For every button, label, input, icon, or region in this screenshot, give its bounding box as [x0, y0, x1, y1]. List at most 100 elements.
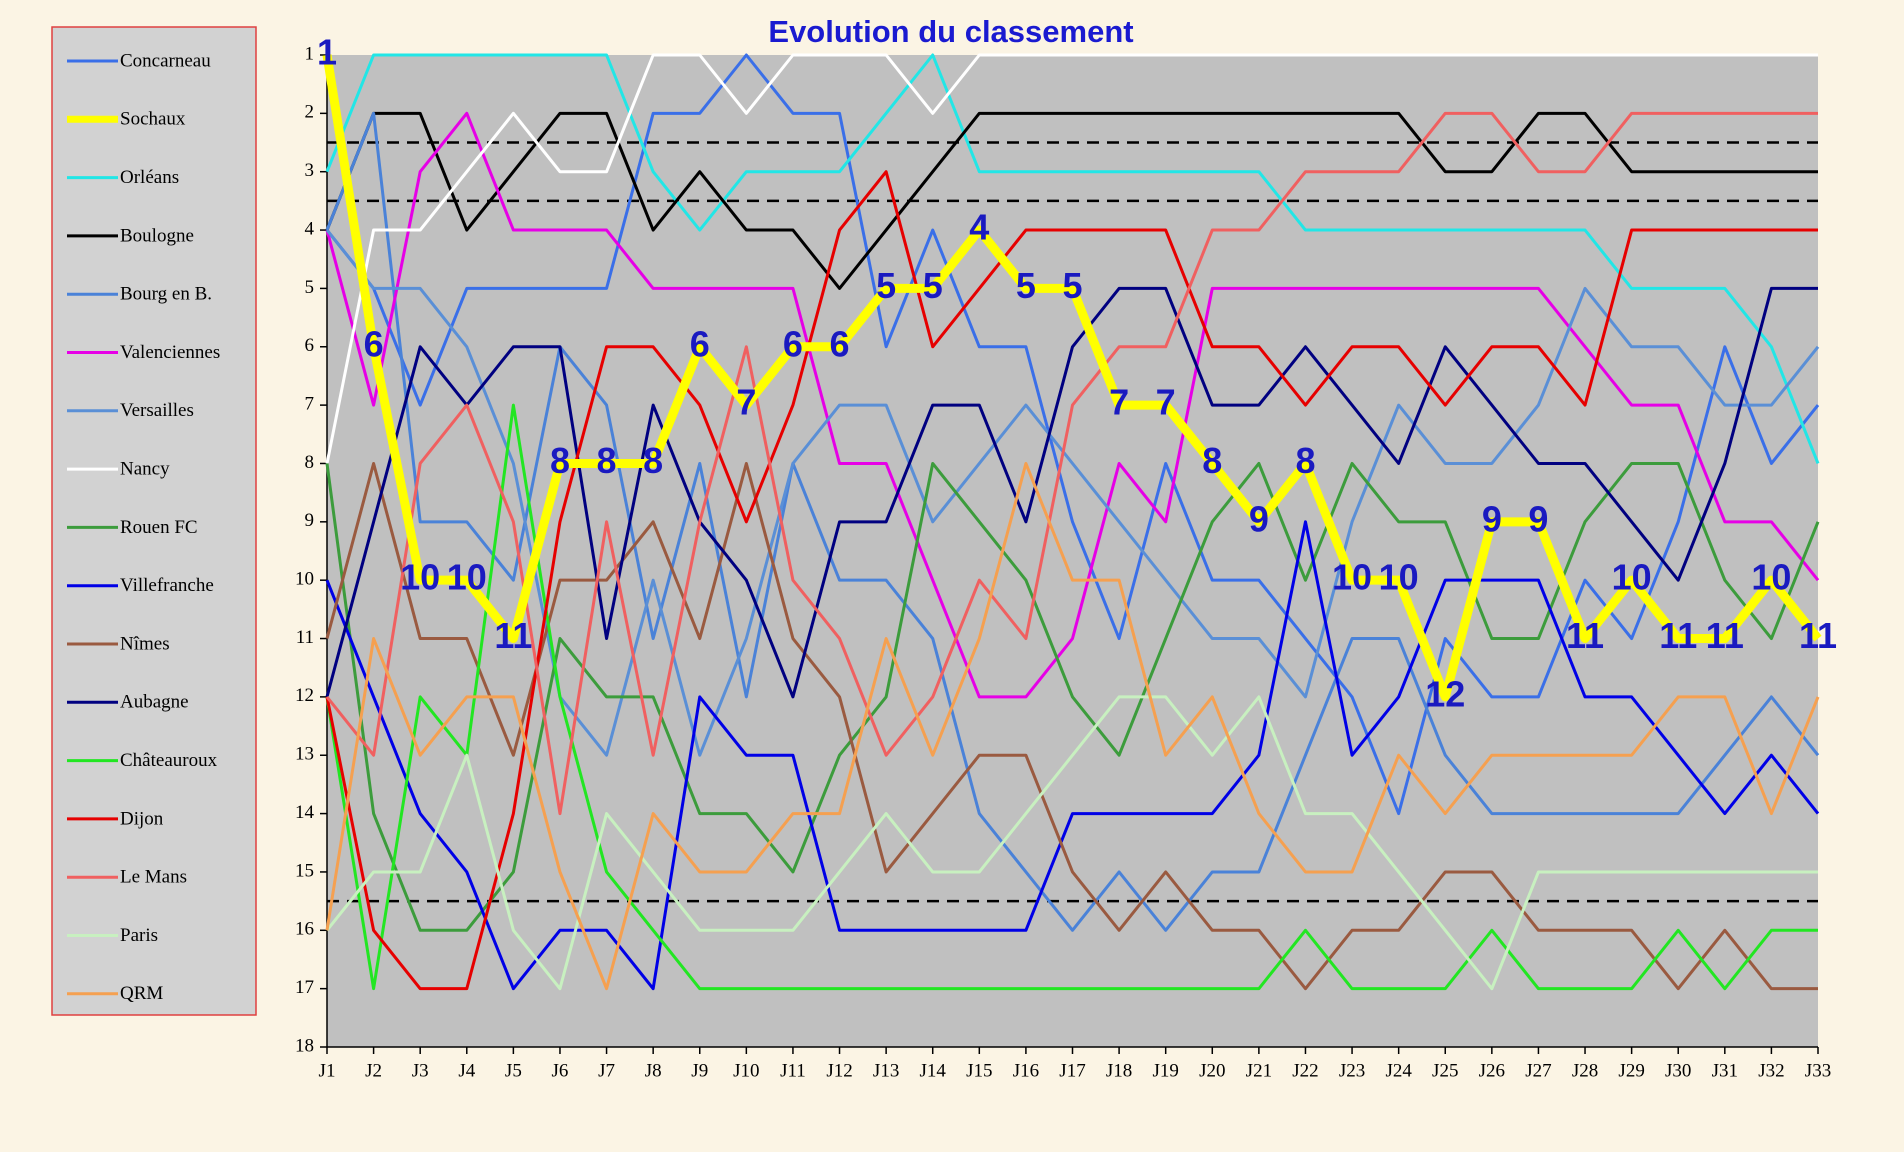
x-tick-label: J19 [1152, 1060, 1178, 1081]
y-tick-label: 4 [305, 218, 315, 239]
data-label: 11 [1706, 615, 1744, 656]
x-tick-label: J16 [1013, 1060, 1039, 1081]
data-label: 6 [364, 323, 384, 364]
series-line [325, 403, 1818, 991]
x-tick-label: J31 [1712, 1060, 1738, 1081]
data-label: 6 [783, 323, 803, 364]
x-tick-label: J3 [412, 1060, 429, 1081]
x-tick-label: J2 [365, 1060, 382, 1081]
data-label: 9 [1528, 498, 1548, 539]
data-label: 7 [1156, 382, 1176, 423]
data-label: 9 [1482, 498, 1502, 539]
data-label: 8 [597, 440, 617, 481]
data-label: 10 [1379, 557, 1419, 598]
x-tick-label: J28 [1572, 1060, 1598, 1081]
y-tick-label: 14 [295, 802, 315, 823]
y-tick-label: 8 [305, 452, 315, 473]
x-tick-label: J11 [780, 1060, 806, 1081]
x-tick-label: J5 [505, 1060, 522, 1081]
data-label: 1 [317, 32, 337, 73]
x-tick-label: J8 [645, 1060, 662, 1081]
x-tick-label: J33 [1805, 1060, 1831, 1081]
data-label: 7 [736, 382, 756, 423]
legend-label: Paris [120, 925, 158, 946]
data-label: 10 [1332, 557, 1372, 598]
legend-label: Aubagne [120, 692, 189, 713]
series-line [325, 286, 1818, 699]
y-tick-label: 10 [295, 569, 314, 590]
y-tick-label: 12 [295, 685, 314, 706]
series-line [322, 54, 1822, 702]
data-label: 11 [1799, 615, 1837, 656]
x-tick-label: J6 [552, 1060, 569, 1081]
series-line [325, 111, 1818, 290]
x-tick-label: J9 [691, 1060, 708, 1081]
data-label: 8 [1295, 440, 1315, 481]
data-label: 4 [969, 207, 989, 248]
data-label: 11 [1659, 615, 1697, 656]
data-label: 8 [1202, 440, 1222, 481]
data-label: 12 [1425, 673, 1465, 714]
x-tick-label: J14 [920, 1060, 947, 1081]
x-tick-label: J30 [1665, 1060, 1691, 1081]
x-tick-label: J4 [458, 1060, 475, 1081]
x-tick-label: J29 [1618, 1060, 1644, 1081]
x-tick-label: J24 [1385, 1060, 1412, 1081]
series-line [325, 461, 1820, 991]
series-line [325, 53, 1820, 465]
y-tick-label: 18 [295, 1035, 314, 1056]
data-label: 10 [447, 557, 487, 598]
data-label: 10 [1612, 557, 1652, 598]
data-label: 11 [494, 615, 532, 656]
y-tick-label: 6 [305, 335, 315, 356]
series-line [325, 53, 1820, 816]
data-label: 6 [830, 323, 850, 364]
data-label: 7 [1109, 382, 1129, 423]
x-tick-label: J25 [1432, 1060, 1458, 1081]
x-tick-label: J18 [1106, 1060, 1132, 1081]
legend-label: Sochaux [120, 109, 186, 130]
legend-label: Villefranche [120, 575, 214, 596]
y-tick-label: 13 [295, 744, 314, 765]
series-line [325, 111, 1820, 932]
legend-box [51, 26, 257, 1016]
legend-label: Châteauroux [120, 750, 218, 771]
y-tick-label: 1 [305, 43, 315, 64]
legend-label: Concarneau [120, 50, 211, 71]
plot-area [327, 55, 1818, 1047]
x-tick-label: J10 [733, 1060, 759, 1081]
x-tick-label: J32 [1758, 1060, 1784, 1081]
legend-label: Nîmes [120, 633, 170, 654]
legend-label: Dijon [120, 808, 164, 829]
y-tick-label: 3 [305, 160, 315, 181]
legend-label: Rouen FC [120, 517, 198, 538]
x-tick-label: J13 [873, 1060, 899, 1081]
series-line [325, 695, 1818, 991]
data-label: 8 [643, 440, 663, 481]
series-line [325, 53, 1818, 464]
data-label: 5 [876, 265, 896, 306]
legend-label: Versailles [120, 400, 194, 421]
data-label: 5 [1062, 265, 1082, 306]
y-tick-label: 17 [295, 977, 314, 998]
x-tick-label: J23 [1339, 1060, 1365, 1081]
series-line [325, 111, 1818, 816]
y-tick-label: 9 [305, 510, 315, 531]
x-tick-label: J22 [1292, 1060, 1318, 1081]
legend-label: QRM [120, 983, 163, 1004]
series-line [325, 461, 1818, 991]
legend-label: Bourg en B. [120, 284, 212, 305]
data-label: 11 [1566, 615, 1604, 656]
legend-label: Valenciennes [120, 342, 220, 363]
y-tick-label: 15 [295, 860, 314, 881]
data-label: 8 [550, 440, 570, 481]
x-tick-label: J1 [319, 1060, 336, 1081]
x-tick-label: J20 [1199, 1060, 1225, 1081]
y-tick-label: 5 [305, 277, 315, 298]
data-label: 5 [1016, 265, 1036, 306]
chart-title: Evolution du classement [768, 14, 1133, 49]
y-tick-label: 2 [305, 102, 315, 123]
series-line [325, 461, 1820, 932]
x-tick-label: J17 [1059, 1060, 1085, 1081]
